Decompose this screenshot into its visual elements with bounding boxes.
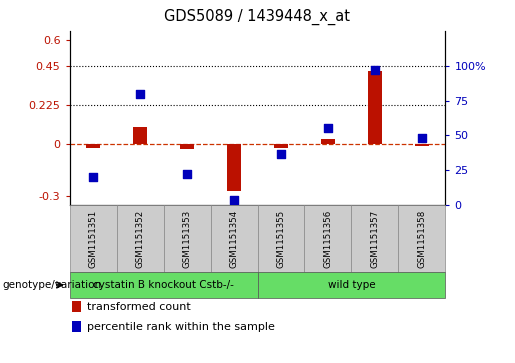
Text: GSM1151353: GSM1151353 [182, 209, 192, 268]
Point [183, 172, 191, 178]
Bar [227, 144, 241, 191]
Point [371, 67, 379, 73]
Point [136, 91, 144, 97]
Text: GDS5089 / 1439448_x_at: GDS5089 / 1439448_x_at [164, 9, 351, 25]
Text: GSM1151356: GSM1151356 [323, 209, 333, 268]
Text: transformed count: transformed count [87, 302, 190, 312]
Text: genotype/variation: genotype/variation [3, 280, 101, 290]
Text: GSM1151358: GSM1151358 [418, 209, 426, 268]
Point [89, 174, 97, 180]
Bar [321, 139, 335, 144]
Text: percentile rank within the sample: percentile rank within the sample [87, 322, 274, 332]
Text: GSM1151355: GSM1151355 [277, 209, 285, 268]
Bar [86, 144, 100, 148]
Text: GSM1151352: GSM1151352 [135, 209, 145, 268]
Bar [180, 144, 194, 149]
Text: GSM1151357: GSM1151357 [370, 209, 380, 268]
Bar [133, 127, 147, 144]
Bar [415, 144, 429, 146]
Point [324, 126, 332, 131]
Text: GSM1151354: GSM1151354 [230, 209, 238, 268]
Bar [274, 144, 288, 148]
Text: wild type: wild type [328, 280, 375, 290]
Point [277, 151, 285, 156]
Text: GSM1151351: GSM1151351 [89, 209, 97, 268]
Point [230, 197, 238, 203]
Bar [368, 71, 382, 144]
Point [418, 135, 426, 141]
Text: cystatin B knockout Cstb-/-: cystatin B knockout Cstb-/- [93, 280, 234, 290]
